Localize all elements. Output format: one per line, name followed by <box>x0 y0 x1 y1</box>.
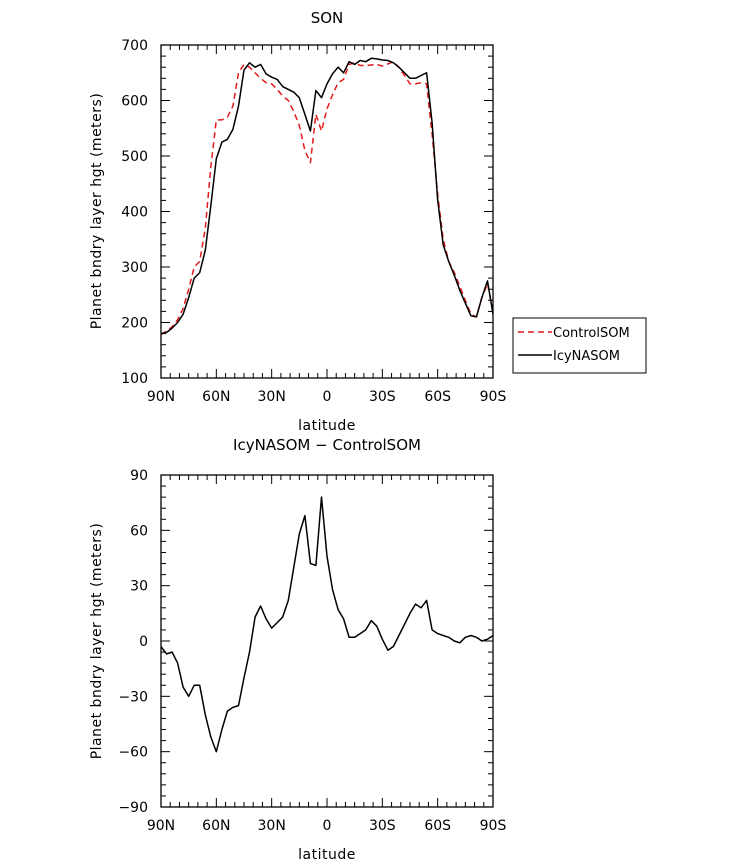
top-chart-x-tick-label: 60N <box>202 389 230 405</box>
legend-label-icynasom: IcyNASOM <box>553 349 620 364</box>
bottom-chart-x-tick-label: 60S <box>424 818 451 834</box>
bottom-chart-y-tick-label: 90 <box>130 468 148 484</box>
bottom-chart: IcyNASOM − ControlSOM latitude Planet bn… <box>89 436 506 863</box>
top-chart-ticks: 90N 60N 30N 0 30S 60S 90S 100 200 300 400 500 600 700 <box>121 38 506 405</box>
bottom-chart-y-tick-label: −90 <box>118 800 148 816</box>
legend-box <box>512 317 647 374</box>
top-chart-y-tick-label: 600 <box>121 94 148 110</box>
top-chart-y-tick-label: 700 <box>121 38 148 54</box>
bottom-chart-ticks: 90N 60N 30N 0 30S 60S 90S −90 −60 −30 0 30 60 90 <box>118 468 506 834</box>
bottom-chart-plot-frame <box>160 474 494 808</box>
top-chart-y-tick-label: 500 <box>121 149 148 165</box>
top-chart-title: SON <box>311 9 344 27</box>
top-chart-y-tick-label: 300 <box>121 260 148 276</box>
top-chart-x-axis-label: latitude <box>298 418 356 434</box>
top-chart-x-tick-label: 0 <box>323 389 332 405</box>
top-chart: SON latitude Planet bndry layer hgt (met… <box>89 9 506 434</box>
top-chart-x-tick-label: 90S <box>480 389 507 405</box>
top-chart-plot-frame <box>160 44 494 379</box>
bottom-chart-y-tick-label: 0 <box>139 634 148 650</box>
bottom-chart-y-tick-label: 60 <box>130 523 148 539</box>
bottom-chart-x-tick-label: 30S <box>369 818 396 834</box>
legend: ControlSOM IcyNASOM <box>512 317 647 374</box>
top-chart-series-line-controlsom <box>160 60 494 336</box>
top-chart-x-tick-label: 60S <box>424 389 451 405</box>
bottom-chart-x-tick-label: 90N <box>147 818 175 834</box>
bottom-chart-x-axis-label: latitude <box>298 847 356 863</box>
bottom-chart-title: IcyNASOM − ControlSOM <box>233 436 421 454</box>
bottom-chart-y-axis-label: Planet bndry layer hgt (meters) <box>89 523 105 760</box>
bottom-chart-x-tick-label: 90S <box>480 818 507 834</box>
top-chart-series-line-icynasom <box>160 57 494 335</box>
legend-label-controlsom: ControlSOM <box>553 326 630 341</box>
top-chart-x-tick-label: 30N <box>258 389 286 405</box>
bottom-chart-x-tick-label: 30N <box>258 818 286 834</box>
bottom-chart-x-tick-label: 0 <box>323 818 332 834</box>
top-chart-y-axis-label: Planet bndry layer hgt (meters) <box>89 93 105 330</box>
top-chart-y-tick-label: 400 <box>121 205 148 221</box>
top-chart-y-tick-label: 100 <box>121 371 148 387</box>
bottom-chart-y-tick-label: −30 <box>118 689 148 705</box>
top-chart-y-tick-label: 200 <box>121 316 148 332</box>
top-chart-series <box>160 57 494 336</box>
bottom-chart-x-tick-label: 60N <box>202 818 230 834</box>
top-chart-x-tick-label: 90N <box>147 389 175 405</box>
bottom-chart-y-tick-label: 30 <box>130 579 148 595</box>
bottom-chart-y-tick-label: −60 <box>118 745 148 761</box>
bottom-chart-series <box>160 496 494 753</box>
bottom-chart-series-line-difference <box>160 496 494 753</box>
top-chart-x-tick-label: 30S <box>369 389 396 405</box>
